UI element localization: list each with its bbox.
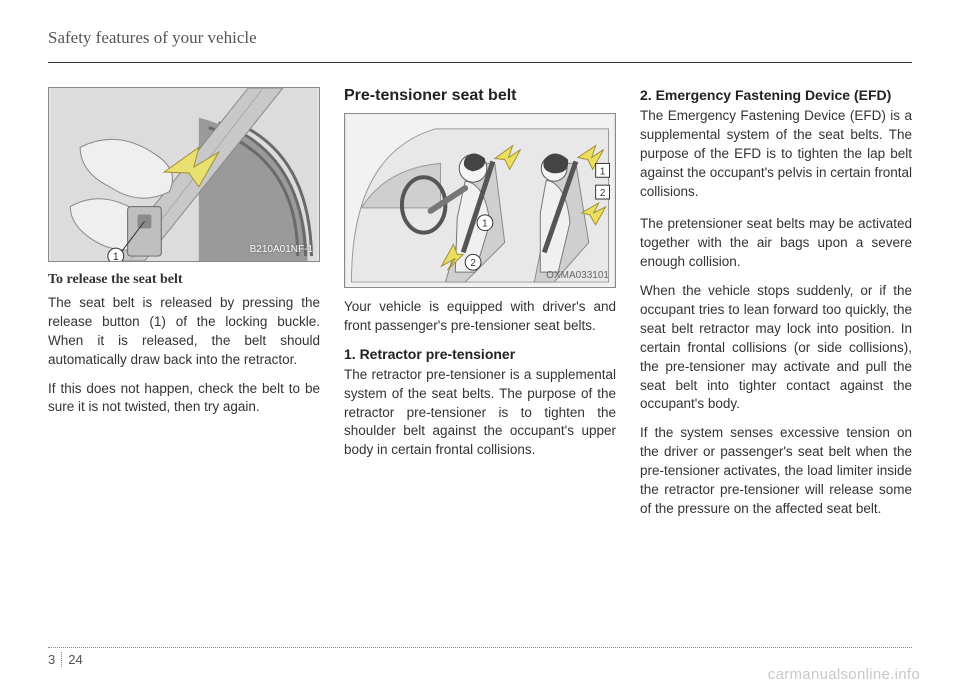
paragraph: The retractor pre-tensioner is a supplem… bbox=[344, 366, 616, 460]
paragraph: If the system senses excessive tension o… bbox=[640, 424, 912, 518]
paragraph: The Emergency Fastening Device (EFD) is … bbox=[640, 107, 912, 201]
svg-text:1: 1 bbox=[482, 219, 488, 230]
column-2: Pre-tensioner seat belt bbox=[344, 87, 616, 529]
content-columns: 1 B210A01NF-1 To release the seat belt T… bbox=[0, 63, 960, 529]
paragraph: If this does not happen, check the belt … bbox=[48, 380, 320, 418]
column-1: 1 B210A01NF-1 To release the seat belt T… bbox=[48, 87, 320, 529]
paragraph: The pretensioner seat belts may be activ… bbox=[640, 215, 912, 272]
watermark: carmanualsonline.info bbox=[768, 666, 920, 683]
column-3: 2. Emergency Fastening Device (EFD) The … bbox=[640, 87, 912, 529]
footer-rule bbox=[48, 647, 912, 648]
page-header: Safety features of your vehicle bbox=[0, 0, 960, 56]
page-number-value: 24 bbox=[62, 652, 82, 667]
pretensioner-illustration: 1 2 1 2 bbox=[345, 114, 615, 287]
seatbelt-release-illustration: 1 bbox=[49, 88, 319, 261]
svg-text:2: 2 bbox=[470, 258, 476, 269]
figure-seatbelt-release: 1 B210A01NF-1 bbox=[48, 87, 320, 262]
figure-code: OXMA033101 bbox=[546, 270, 609, 281]
paragraph: Your vehicle is equipped with driver's a… bbox=[344, 298, 616, 336]
figure-pretensioner: 1 2 1 2 OXMA033101 bbox=[344, 113, 616, 288]
page-number: 3 24 bbox=[48, 652, 912, 667]
sub-heading: 1. Retractor pre-tensioner bbox=[344, 346, 616, 362]
figure-code: B210A01NF-1 bbox=[250, 244, 313, 255]
paragraph: When the vehicle stops suddenly, or if t… bbox=[640, 282, 912, 414]
svg-text:2: 2 bbox=[600, 188, 606, 199]
page-footer: 3 24 bbox=[48, 647, 912, 667]
header-title: Safety features of your vehicle bbox=[48, 28, 912, 48]
svg-text:1: 1 bbox=[600, 166, 606, 177]
sub-heading: 2. Emergency Fastening Device (EFD) bbox=[640, 87, 912, 103]
figure-caption: To release the seat belt bbox=[48, 272, 320, 288]
section-heading: Pre-tensioner seat belt bbox=[344, 87, 616, 105]
chapter-number: 3 bbox=[48, 652, 62, 667]
paragraph: The seat belt is released by pressing th… bbox=[48, 294, 320, 370]
svg-text:1: 1 bbox=[113, 251, 119, 261]
